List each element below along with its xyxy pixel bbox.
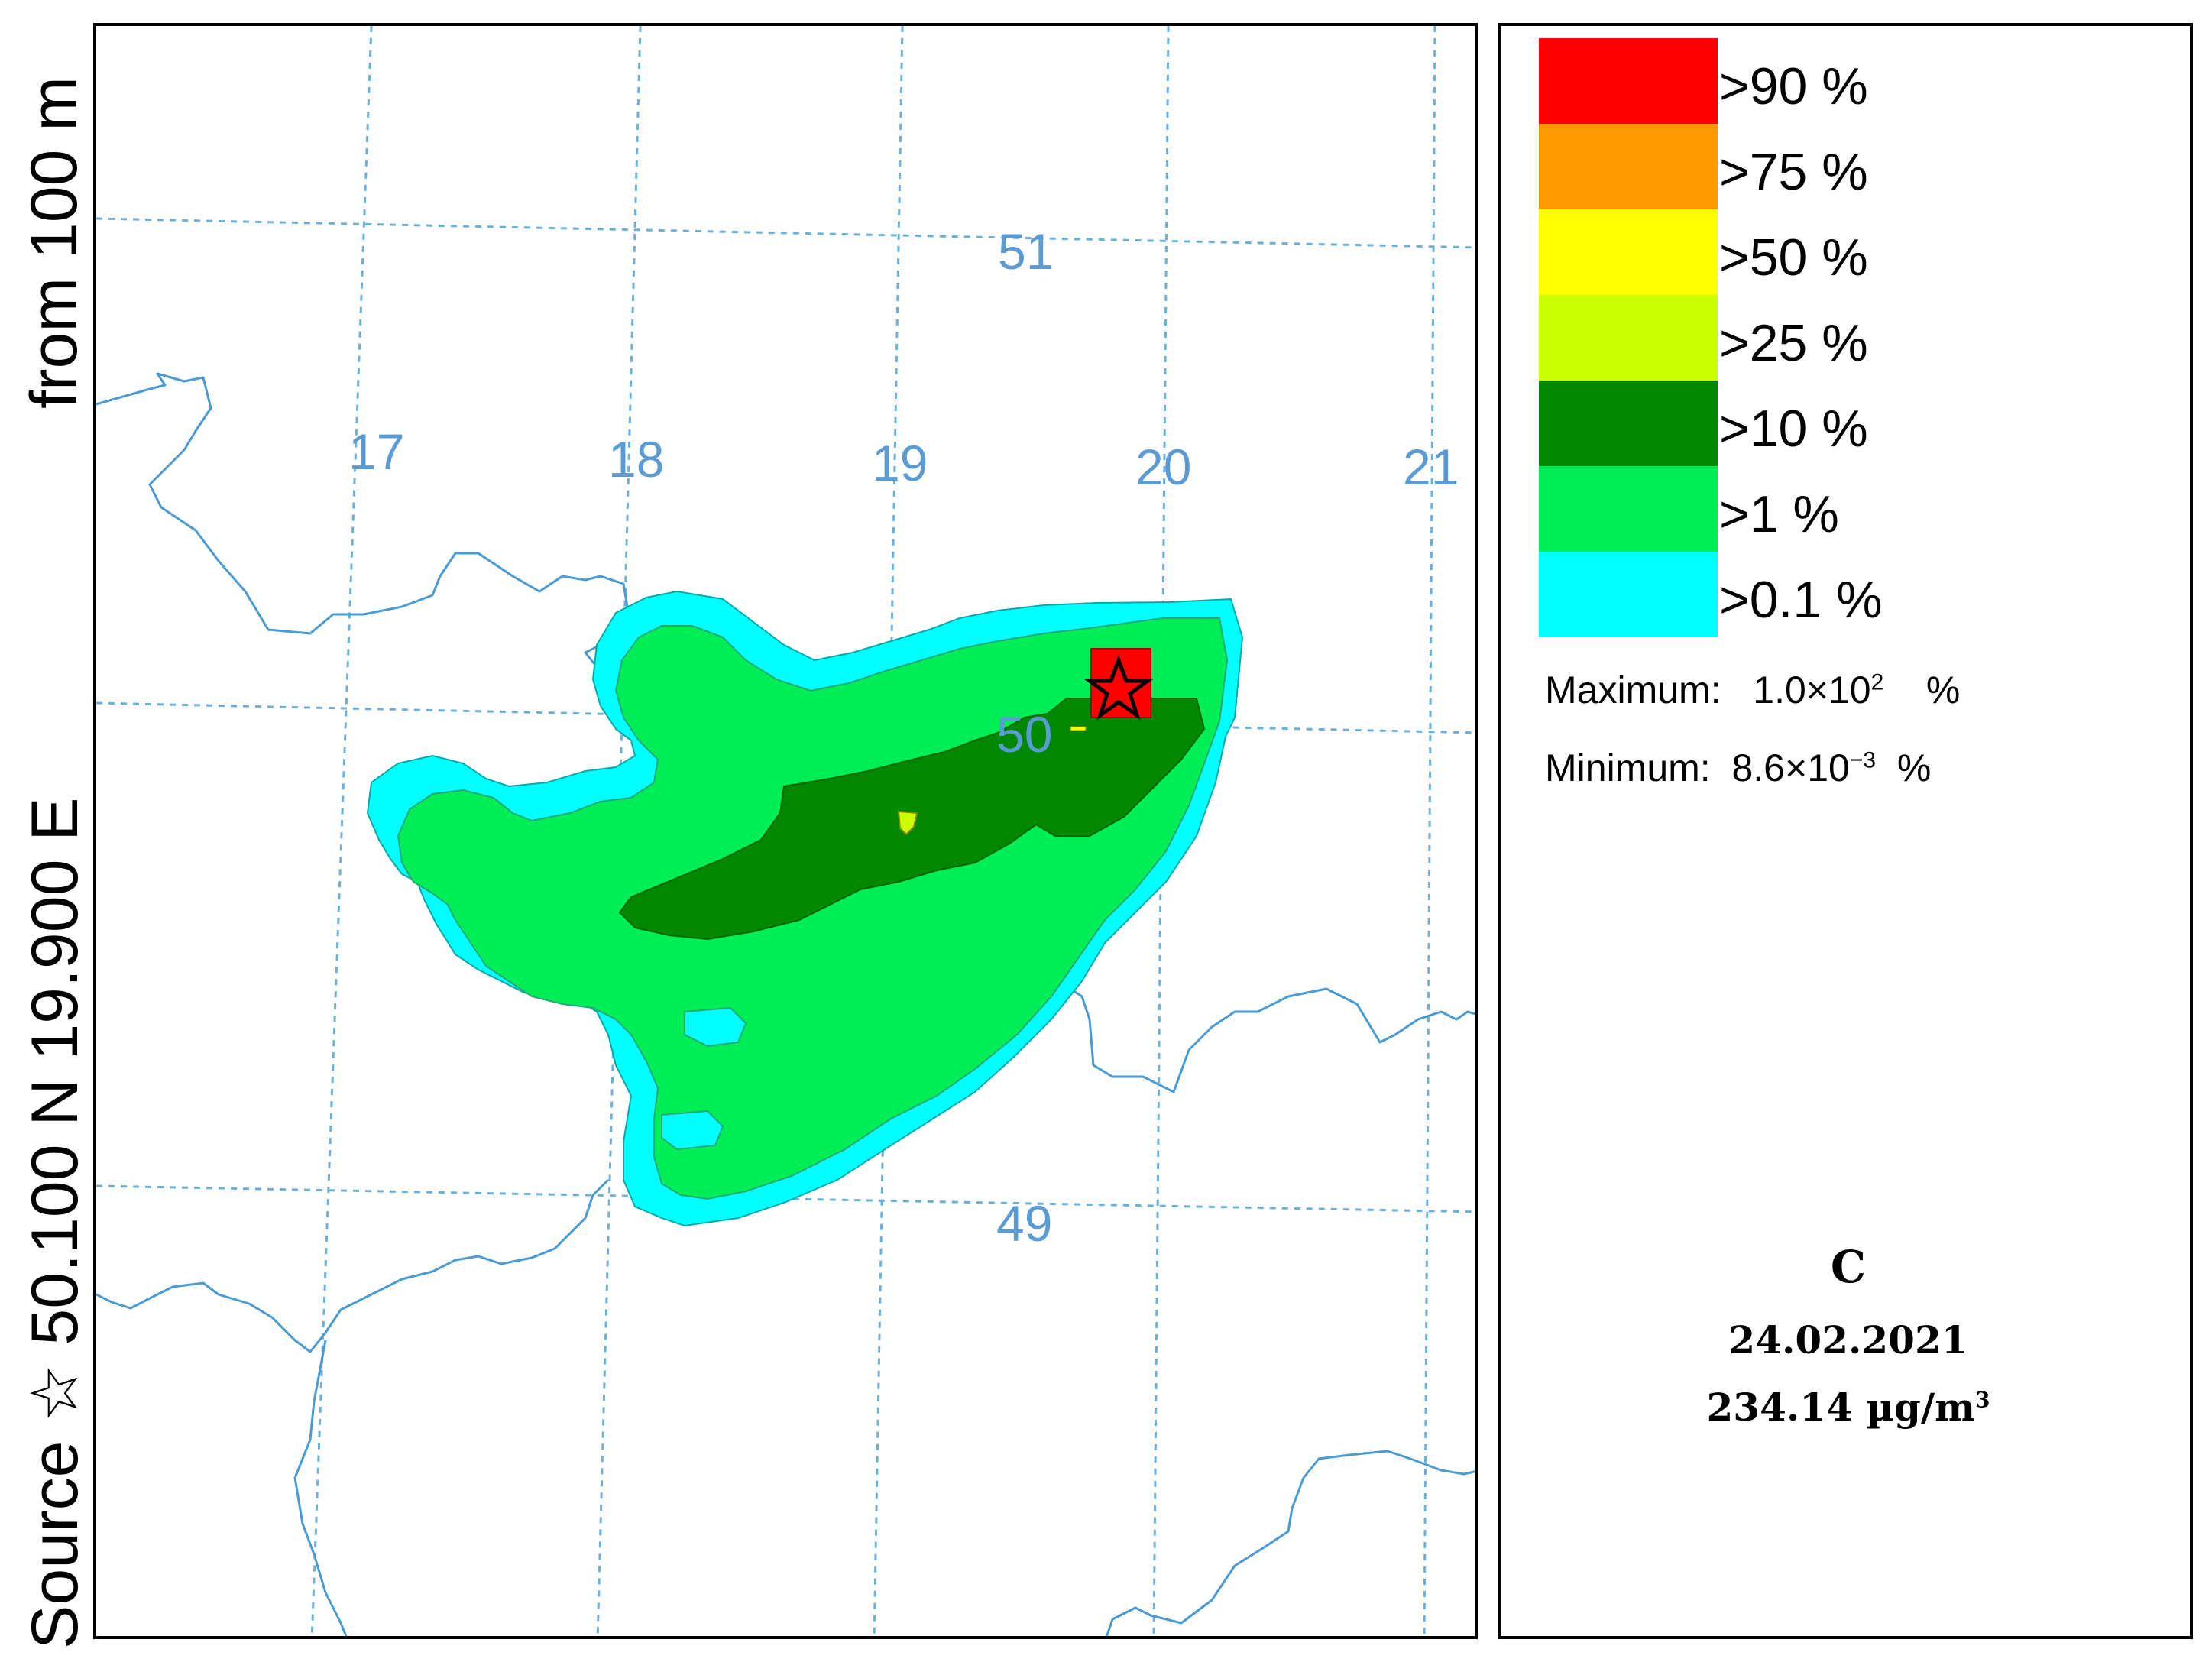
map-panel: 17 18 19 20 21 51 50 49 [93,23,1478,1639]
plume-hole-2 [661,1110,724,1151]
maximum-exponent: 2 [1870,669,1884,695]
legend-swatch-90 [1539,38,1718,124]
plume-hole-1 [684,1006,747,1048]
legend-swatch-0-1 [1539,552,1718,637]
plume-contour-25-percent [897,810,918,836]
meridian-label-17: 17 [348,423,404,480]
concentration-exponent: 3 [1975,1387,1990,1413]
meridian-label-20: 20 [1135,439,1191,495]
maximum-stat: Maximum: 1.0×102 % [1545,668,1960,712]
legend-swatch-10 [1539,381,1718,466]
minimum-exponent: −3 [1849,747,1877,773]
minimum-value: 8.6×10 [1731,747,1850,789]
legend-label-10: >10 % [1719,400,1868,458]
legend-label-1: >1 % [1719,485,1839,543]
source-star-icon: ☆ [18,1363,92,1423]
source-coordinates: 50.100 N 19.900 E [18,797,92,1346]
legend-panel: >90 % >75 % >50 % >25 % >10 % >1 % >0.1 … [1498,23,2193,1639]
map-canvas: 17 18 19 20 21 51 50 49 [96,26,1475,1636]
minimum-label: Minimum: [1545,747,1711,789]
parallel-label-51: 51 [998,223,1054,280]
parallel-label-49: 49 [996,1195,1052,1252]
maximum-label: Maximum: [1545,669,1721,711]
border-line-southeast [1106,1450,1475,1636]
panel-concentration: 234.14 µg/m3 [1501,1385,2196,1430]
parallel-49-line [96,1184,1475,1213]
border-line-west [293,1340,348,1636]
minimum-stat: Minimum: 8.6×10−3 % [1545,746,1931,790]
panel-letter: C [1830,1241,1867,1293]
meridian-label-19: 19 [872,435,928,491]
legend-swatch-25 [1539,295,1718,381]
meridian-17-line [310,26,373,1636]
graticule-labels: 17 18 19 20 21 51 50 49 [348,223,1459,1252]
legend-label-50: >50 % [1719,228,1868,287]
maximum-unit: % [1925,669,1961,711]
meridian-21-line [1423,26,1436,1636]
parallel-label-50: 50 [996,706,1052,763]
source-label: Source ☆ 50.100 N 19.900 E [17,797,93,1649]
minimum-unit: % [1896,747,1932,789]
legend-label-90: >90 % [1719,57,1868,115]
concentration-value: 234.14 [1706,1385,1853,1430]
panel-date: 24.02.2021 [1728,1317,1968,1362]
legend-label-25: >25 % [1719,314,1868,372]
height-label: from 100 m [18,76,91,409]
legend-swatch-1 [1539,466,1718,552]
plume-small-marker [1070,726,1087,731]
parallel-51-line [96,217,1475,249]
legend-swatch-50 [1539,209,1718,295]
maximum-value: 1.0×10 [1753,669,1871,711]
border-line-south [96,1178,610,1353]
parallel-50-line [96,701,1475,734]
plume-contour-90-percent [1090,648,1151,718]
source-word: Source [18,1440,92,1650]
source-star-icon [1083,654,1154,721]
dispersion-plume [366,590,1244,1227]
legend-label-0-1: >0.1 % [1719,571,1883,629]
meridian-label-21: 21 [1403,439,1459,495]
legend-label-75: >75 % [1719,143,1868,201]
concentration-unit: µg/m [1866,1385,1976,1430]
meridian-label-18: 18 [608,431,664,488]
legend-swatch-75 [1539,124,1718,209]
